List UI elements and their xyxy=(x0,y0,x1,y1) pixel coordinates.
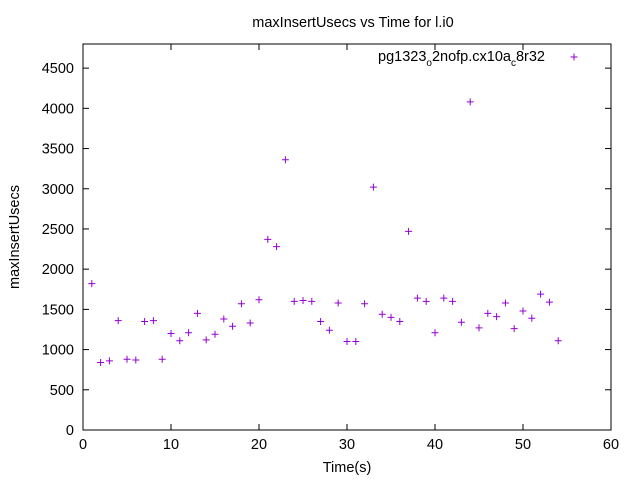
data-point xyxy=(220,315,228,323)
data-point xyxy=(88,280,96,288)
data-point xyxy=(510,325,518,333)
data-point xyxy=(114,317,122,325)
x-tick-label: 0 xyxy=(79,437,87,453)
data-point xyxy=(396,317,404,325)
data-point xyxy=(97,358,105,366)
data-point xyxy=(211,330,219,338)
data-point xyxy=(405,227,413,235)
legend-marker-symbol xyxy=(570,53,578,61)
data-point xyxy=(422,297,430,305)
data-point xyxy=(361,300,369,308)
y-tick-label: 1500 xyxy=(42,302,74,318)
data-point xyxy=(466,98,474,106)
y-tick-label: 4000 xyxy=(42,101,74,117)
data-point xyxy=(273,243,281,251)
data-point xyxy=(352,338,360,346)
data-point xyxy=(193,309,201,317)
data-point xyxy=(185,329,193,337)
data-point xyxy=(369,183,377,191)
y-tick-label: 3000 xyxy=(42,182,74,198)
data-point xyxy=(237,300,245,308)
y-axis-label: maxInsertUsecs xyxy=(7,185,23,289)
y-tick-label: 1000 xyxy=(42,343,74,359)
data-point xyxy=(519,307,527,315)
legend: pg1323o2nofp.cx10ac8r32 xyxy=(378,49,578,69)
data-point xyxy=(537,290,545,298)
data-point xyxy=(308,297,316,305)
axis-ticks: 0 10 20 30 40 50 60 0 500 1000 1500 2000 2500 3000 350… xyxy=(42,44,619,453)
legend-label: pg1323o2nofp.cx10ac8r32 xyxy=(378,49,545,69)
y-tick-label: 500 xyxy=(50,383,74,399)
data-point xyxy=(123,355,131,363)
data-point xyxy=(141,317,149,325)
plot-frame xyxy=(82,43,612,431)
y-tick-label: 3500 xyxy=(42,142,74,158)
data-point xyxy=(431,329,439,337)
data-point xyxy=(325,326,333,334)
legend-marker xyxy=(570,53,578,61)
data-point xyxy=(554,337,562,345)
data-point xyxy=(105,357,113,365)
chart-title: maxInsertUsecs vs Time for l.i0 xyxy=(252,15,453,31)
x-tick-label: 10 xyxy=(163,437,179,453)
y-tick-label: 4500 xyxy=(42,61,74,77)
data-point xyxy=(413,294,421,302)
data-point xyxy=(176,337,184,345)
data-point xyxy=(290,297,298,305)
data-point xyxy=(299,297,307,305)
data-points xyxy=(88,98,562,366)
data-point xyxy=(255,296,263,304)
x-tick-label: 40 xyxy=(427,437,443,453)
data-point xyxy=(158,355,166,363)
data-point xyxy=(334,299,342,307)
data-point xyxy=(475,324,483,332)
x-tick-label: 60 xyxy=(603,437,619,453)
data-point xyxy=(378,310,386,318)
data-point xyxy=(545,298,553,306)
data-point xyxy=(229,322,237,330)
x-axis-label: Time(s) xyxy=(323,460,372,476)
y-tick-label: 0 xyxy=(66,423,74,439)
data-point xyxy=(449,297,457,305)
x-tick-label: 20 xyxy=(251,437,267,453)
data-point xyxy=(440,294,448,302)
data-point xyxy=(343,338,351,346)
data-point xyxy=(387,313,395,321)
data-point xyxy=(281,156,289,164)
data-point xyxy=(132,356,140,364)
y-tick-label: 2500 xyxy=(42,222,74,238)
x-tick-label: 50 xyxy=(515,437,531,453)
y-tick-label: 2000 xyxy=(42,262,74,278)
x-tick-label: 30 xyxy=(339,437,355,453)
data-point xyxy=(264,235,272,243)
data-point xyxy=(501,299,509,307)
data-point xyxy=(484,309,492,317)
data-point xyxy=(167,330,175,337)
data-point xyxy=(317,317,325,325)
data-point xyxy=(493,313,501,321)
data-point xyxy=(149,317,157,325)
data-point xyxy=(202,336,210,344)
data-point xyxy=(246,319,254,327)
data-point xyxy=(457,318,465,326)
data-point xyxy=(528,314,536,322)
